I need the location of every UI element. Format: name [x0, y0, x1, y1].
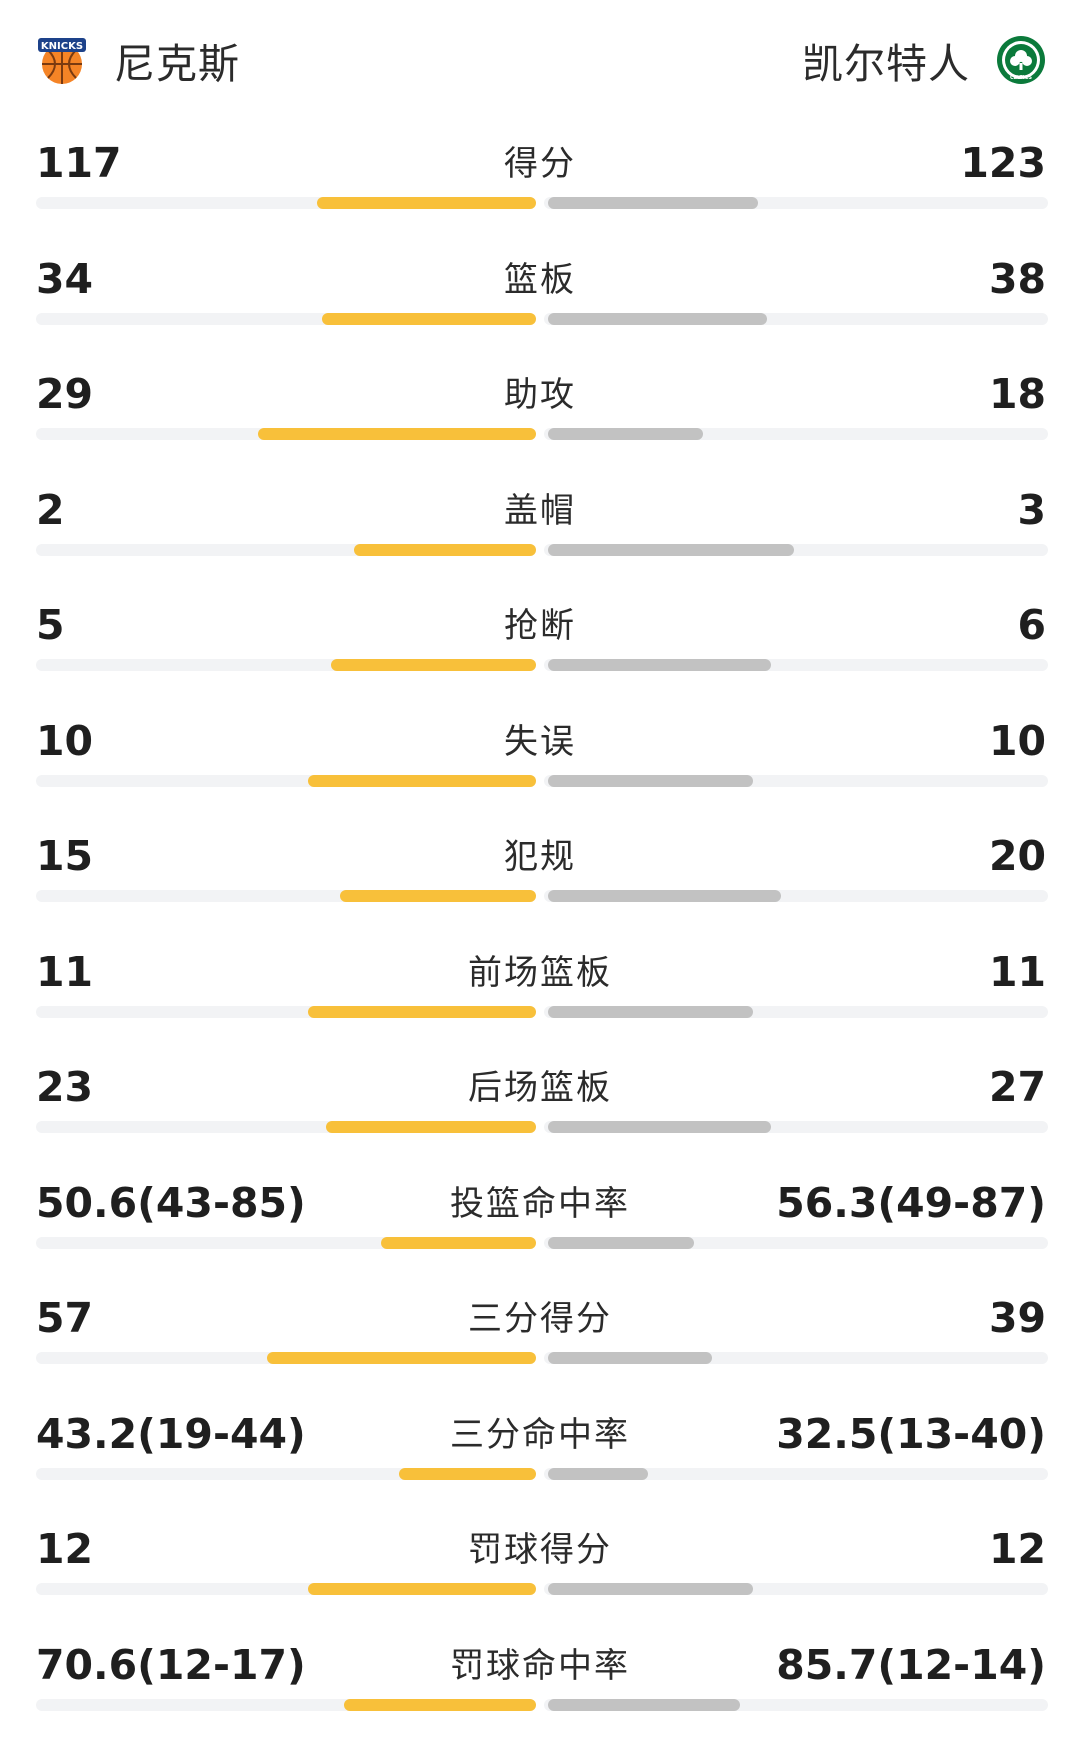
stat-label: 后场篮板 [0, 1066, 1080, 1110]
away-team-name: 凯尔特人 [802, 30, 970, 90]
knicks-logo-text: KNICKS [41, 41, 83, 52]
home-stat-bar [308, 1583, 536, 1595]
away-stat-bar [548, 544, 794, 556]
home-stat-bar [381, 1237, 536, 1249]
stat-label: 得分 [0, 142, 1080, 186]
away-stat-bar [548, 1121, 771, 1133]
stat-label: 罚球得分 [0, 1528, 1080, 1572]
away-stat-value: 3 [1017, 485, 1046, 535]
away-stat-value: 11 [989, 947, 1046, 997]
away-stat-bar [548, 659, 771, 671]
home-stat-bar [308, 775, 536, 787]
home-stat-bar [258, 428, 536, 440]
home-stat-bar [331, 659, 536, 671]
home-stat-bar [354, 544, 536, 556]
home-stat-bar [340, 890, 536, 902]
away-team[interactable]: 凯尔特人 CELTICS [802, 28, 1046, 92]
stat-label: 前场篮板 [0, 951, 1080, 995]
celtics-logo-icon: CELTICS [996, 35, 1046, 85]
celtics-logo-text: CELTICS [1010, 75, 1032, 81]
away-stat-value: 27 [989, 1062, 1046, 1112]
home-stat-bar [317, 197, 536, 209]
away-stat-bar [548, 775, 753, 787]
stat-label: 篮板 [0, 258, 1080, 302]
home-stat-bar [322, 313, 536, 325]
away-stat-bar [548, 313, 767, 325]
away-stat-bar [548, 1583, 753, 1595]
away-stat-bar [548, 890, 781, 902]
stat-label: 失误 [0, 720, 1080, 764]
stat-label: 助攻 [0, 373, 1080, 417]
away-stat-bar [548, 197, 758, 209]
away-stat-bar [548, 1352, 712, 1364]
home-stat-bar [399, 1468, 536, 1480]
away-stat-bar [548, 428, 703, 440]
away-stat-bar [548, 1468, 648, 1480]
away-stat-value: 6 [1017, 600, 1046, 650]
away-stat-value: 85.7(12-14) [776, 1640, 1046, 1690]
match-header: KNICKS 尼克斯 凯尔特人 CELTICS [0, 0, 1080, 120]
away-stat-value: 56.3(49-87) [776, 1178, 1046, 1228]
away-stat-value: 123 [960, 138, 1046, 188]
stat-label: 抢断 [0, 604, 1080, 648]
home-team-name: 尼克斯 [114, 30, 240, 90]
home-team[interactable]: KNICKS 尼克斯 [36, 28, 240, 92]
away-stat-bar [548, 1006, 753, 1018]
stat-label: 盖帽 [0, 489, 1080, 533]
home-stat-bar [308, 1006, 536, 1018]
home-stat-bar [344, 1699, 536, 1711]
away-stat-value: 38 [989, 254, 1046, 304]
away-stat-value: 20 [989, 831, 1046, 881]
away-stat-bar [548, 1237, 694, 1249]
away-stat-value: 12 [989, 1524, 1046, 1574]
away-stat-bar [548, 1699, 740, 1711]
home-stat-bar [326, 1121, 536, 1133]
home-stat-bar [267, 1352, 536, 1364]
knicks-logo-icon: KNICKS [36, 32, 88, 88]
away-stat-value: 18 [989, 369, 1046, 419]
stat-label: 三分得分 [0, 1297, 1080, 1341]
away-stat-value: 32.5(13-40) [776, 1409, 1046, 1459]
away-stat-value: 39 [989, 1293, 1046, 1343]
away-stat-value: 10 [989, 716, 1046, 766]
stat-label: 犯规 [0, 835, 1080, 879]
